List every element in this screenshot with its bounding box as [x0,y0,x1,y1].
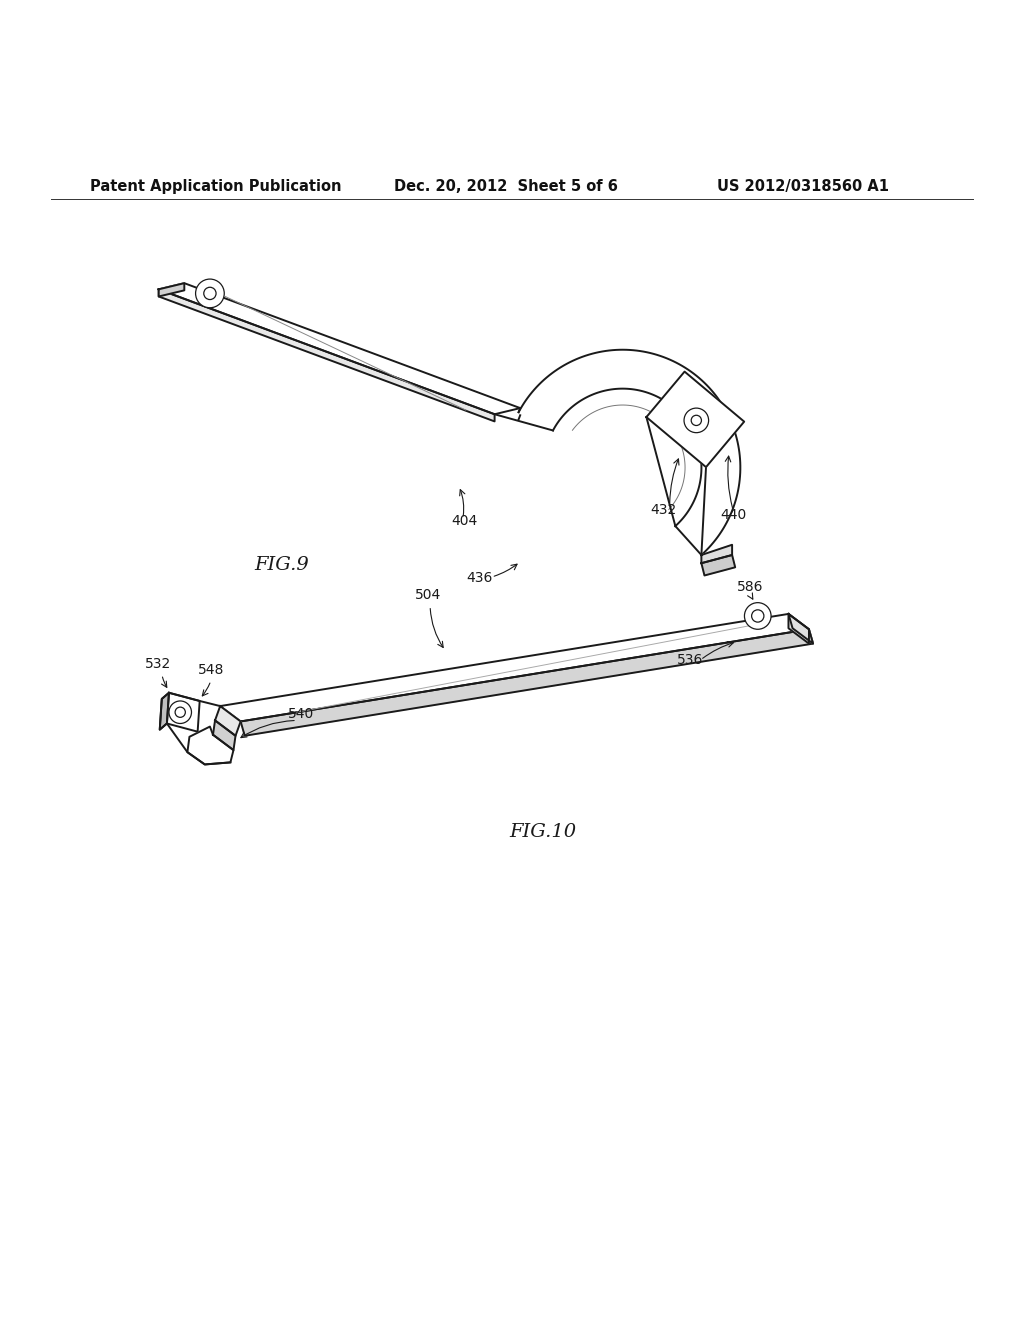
Polygon shape [160,693,169,730]
Text: 532: 532 [144,657,171,671]
Polygon shape [241,630,813,735]
Text: 432: 432 [650,503,677,516]
Circle shape [196,279,224,308]
Text: Dec. 20, 2012  Sheet 5 of 6: Dec. 20, 2012 Sheet 5 of 6 [394,180,618,194]
Text: US 2012/0318560 A1: US 2012/0318560 A1 [717,180,889,194]
Polygon shape [213,721,236,750]
Polygon shape [701,545,732,564]
Polygon shape [167,693,200,731]
Circle shape [744,603,771,630]
Circle shape [752,610,764,622]
Polygon shape [159,284,184,297]
Text: FIG.10: FIG.10 [509,824,577,841]
Text: FIG.9: FIG.9 [254,556,309,574]
Polygon shape [701,554,735,576]
Circle shape [684,408,709,433]
Polygon shape [518,350,740,554]
Text: 404: 404 [452,513,478,528]
Circle shape [169,701,191,723]
Polygon shape [159,289,495,421]
Polygon shape [159,284,520,414]
Text: Patent Application Publication: Patent Application Publication [90,180,342,194]
Text: 504: 504 [415,587,441,602]
Text: 548: 548 [198,664,224,677]
Polygon shape [220,614,809,722]
Text: 436: 436 [466,572,493,585]
Text: 440: 440 [720,508,746,521]
Polygon shape [788,614,813,644]
Text: 586: 586 [737,581,764,594]
Polygon shape [788,614,809,644]
Text: 536: 536 [677,653,703,667]
Polygon shape [646,372,744,467]
Circle shape [691,416,701,425]
Polygon shape [215,706,241,735]
Circle shape [204,288,216,300]
Text: 540: 540 [288,708,314,721]
Circle shape [175,708,185,717]
Polygon shape [187,726,233,764]
